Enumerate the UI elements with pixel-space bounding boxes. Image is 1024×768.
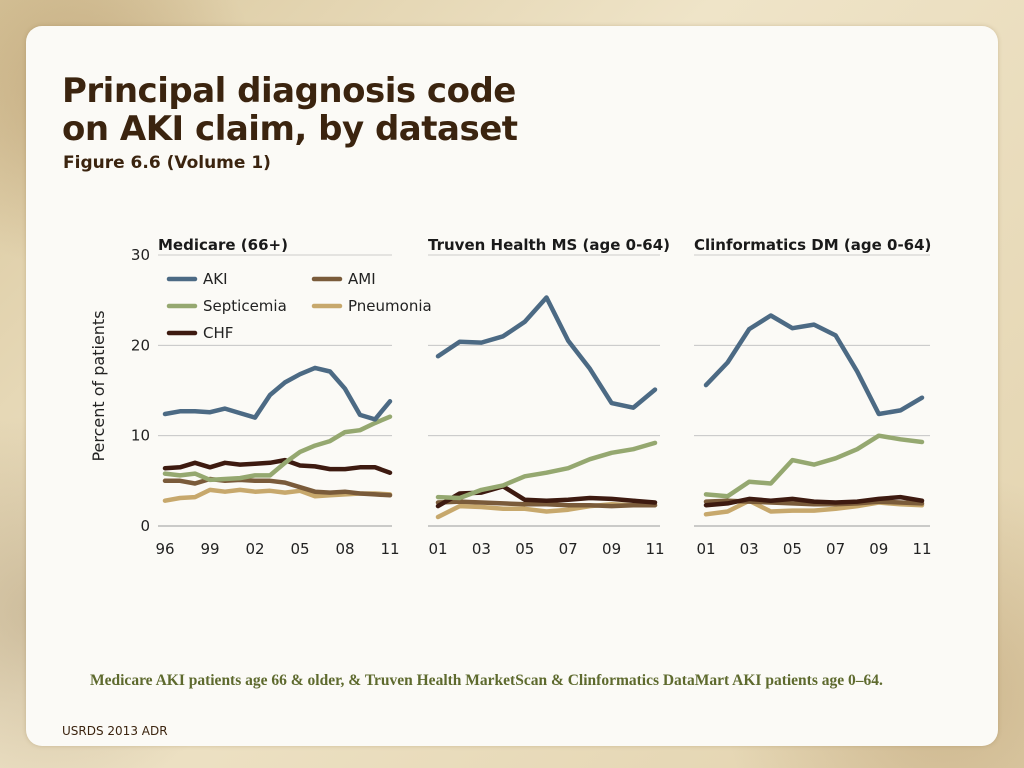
x-tick-label: 07 [826,540,845,558]
series-line-septicemia [162,414,393,483]
x-tick-label: 05 [783,540,802,558]
x-tick-label: 96 [155,540,174,558]
legend-label: AKI [203,270,228,288]
x-tick-label: 02 [245,540,264,558]
series-line-chf [703,494,925,508]
slide-title: Principal diagnosis code on AKI claim, b… [62,72,518,148]
series-line-septicemia [435,440,658,501]
legend-item-aki: AKI [166,270,228,288]
x-tick-label: 99 [200,540,219,558]
x-tick-label: 05 [515,540,534,558]
x-tick-label: 09 [602,540,621,558]
panel-title: Medicare (66+) [158,236,288,254]
series-line-aki [703,313,925,417]
legend-item-septicemia: Septicemia [166,297,287,315]
legend-label: Pneumonia [348,297,432,315]
x-tick-label: 07 [559,540,578,558]
x-tick-label: 05 [290,540,309,558]
legend-item-chf: CHF [166,324,233,342]
series-line-aki [162,365,393,422]
legend-item-pneumonia: Pneumonia [311,297,432,315]
series-line-ami [162,476,393,498]
chart-panel-1: Medicare (66+) 96 99 02 05 08 11 0 10 20 30 Percent… [89,236,432,558]
y-tick-label: 0 [140,517,150,535]
slide-title-line1: Principal diagnosis code [62,71,516,111]
chart-legend: AKI Septicemia CHF AMI Pneumonia [166,270,432,342]
figure-subtitle: Figure 6.6 (Volume 1) [63,153,271,173]
series-line-chf [162,457,393,475]
series-line-aki [435,295,658,410]
x-tick-label: 01 [696,540,715,558]
legend-label: AMI [348,270,376,288]
y-tick-label: 20 [131,336,150,354]
x-tick-label: 03 [740,540,759,558]
x-tick-label: 01 [428,540,447,558]
legend-item-ami: AMI [311,270,376,288]
footer-source: USRDS 2013 ADR [62,724,168,738]
figure-caption: Medicare AKI patients age 66 & older, & … [90,672,883,689]
x-tick-label: 11 [645,540,664,558]
content-panel [26,26,998,746]
x-tick-label: 11 [380,540,399,558]
legend-label: Septicemia [203,297,287,315]
slide-title-line2: on AKI claim, by dataset [62,109,518,149]
series-line-ami [435,499,658,509]
x-tick-label: 08 [335,540,354,558]
panel-title: Clinformatics DM (age 0-64) [694,236,931,254]
legend-label: CHF [203,324,233,342]
y-tick-label: 30 [131,246,150,264]
x-tick-label: 03 [472,540,491,558]
x-tick-label: 11 [912,540,931,558]
y-tick-label: 10 [131,427,150,445]
chart-panel-2: Truven Health MS (age 0-64) 01 03 05 07 09 11 [428,236,670,558]
panel-title: Truven Health MS (age 0-64) [428,236,670,254]
chart-panel-3: Clinformatics DM (age 0-64) 01 03 05 07 09 11 [694,236,932,558]
y-axis-label: Percent of patients [89,310,108,461]
x-tick-label: 09 [869,540,888,558]
series-line-septicemia [703,433,925,499]
